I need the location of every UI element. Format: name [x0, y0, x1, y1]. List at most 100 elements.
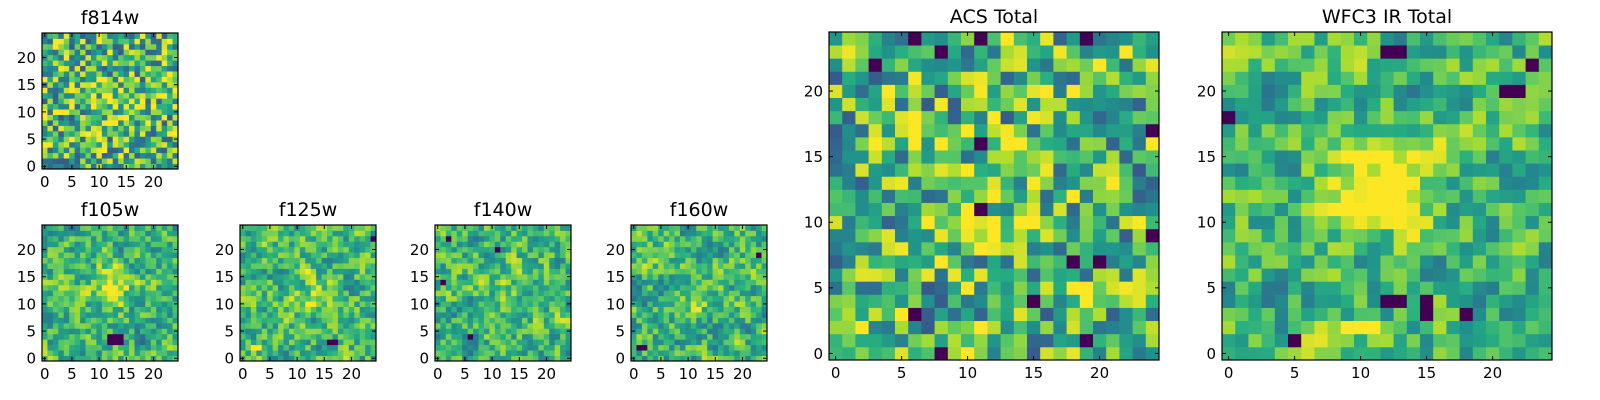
heatmap-cell — [1261, 97, 1276, 112]
heatmap-cell — [707, 246, 713, 253]
heatmap-cell — [707, 295, 713, 302]
heatmap-cell — [145, 290, 152, 297]
heatmap-cell — [288, 268, 295, 275]
heatmap-cell — [107, 322, 114, 329]
heatmap-cell — [1066, 45, 1081, 59]
heatmap-cell — [538, 230, 545, 237]
heatmap-cell — [294, 317, 301, 324]
heatmap-cell — [118, 246, 124, 253]
heatmap-cell — [685, 344, 692, 351]
heatmap-cell — [256, 306, 263, 313]
heatmap-cell — [1079, 268, 1094, 282]
heatmap-cell — [69, 284, 76, 291]
heatmap-cell — [1145, 150, 1160, 164]
heatmap-cell — [283, 284, 290, 291]
heatmap-cell — [348, 241, 355, 248]
heatmap-cell — [129, 114, 135, 121]
heatmap-cell — [250, 301, 257, 307]
heatmap-cell — [278, 241, 284, 248]
heatmap-cell — [96, 130, 103, 137]
heatmap-cell — [1248, 150, 1262, 164]
heatmap-cell — [987, 346, 1001, 361]
heatmap-cell — [1027, 228, 1041, 243]
heatmap-cell — [145, 98, 152, 105]
heatmap-cell — [1459, 320, 1474, 335]
heatmap-cell — [543, 279, 550, 286]
heatmap-cell — [85, 120, 92, 126]
heatmap-cell — [527, 284, 534, 291]
heatmap-cell — [134, 152, 141, 159]
heatmap-cell — [554, 225, 561, 231]
heatmap-cell — [707, 279, 713, 286]
heatmap-cell — [1301, 163, 1315, 177]
heatmap-cell — [565, 312, 572, 318]
heatmap-cell — [156, 279, 163, 286]
heatmap-cell — [947, 97, 962, 112]
heatmap-cell — [631, 350, 637, 356]
heatmap-cell — [1261, 268, 1276, 282]
heatmap-cell — [240, 235, 246, 242]
heatmap-cell — [1235, 97, 1249, 112]
heatmap-cell — [674, 317, 681, 324]
heatmap-cell — [145, 257, 152, 264]
heatmap-cell — [690, 312, 697, 318]
heatmap-cell — [1079, 346, 1094, 361]
heatmap-cell — [1512, 333, 1526, 348]
heatmap-cell — [80, 98, 86, 105]
heatmap-cell — [987, 150, 1001, 164]
heatmap-cell — [283, 230, 290, 237]
heatmap-cell — [139, 306, 146, 313]
heatmap-cell — [881, 32, 896, 46]
heatmap-cell — [756, 355, 762, 362]
heatmap-cell — [167, 76, 173, 83]
heatmap-cell — [456, 263, 463, 269]
heatmap-cell — [881, 215, 896, 230]
heatmap-cell — [370, 312, 377, 318]
heatmap-cell — [1248, 163, 1262, 177]
heatmap-cell — [500, 230, 507, 237]
heatmap-cell — [445, 350, 452, 356]
heatmap-cell — [1538, 255, 1553, 269]
heatmap-cell — [1119, 123, 1133, 138]
heatmap-cell — [881, 202, 896, 217]
heatmap-cell — [107, 268, 114, 275]
panel-title: f160w — [670, 199, 729, 221]
heatmap-cell — [1446, 110, 1460, 125]
heatmap-cell — [987, 320, 1001, 335]
heatmap-cell — [456, 344, 463, 351]
heatmap-cell — [172, 235, 179, 242]
heatmap-cell — [527, 295, 534, 302]
heatmap-cell — [658, 235, 665, 242]
heatmap-cell — [47, 355, 54, 362]
heatmap-cell — [299, 339, 306, 346]
heatmap-cell — [500, 322, 507, 329]
heatmap-cell — [52, 268, 59, 275]
heatmap-cell — [1132, 136, 1147, 151]
heatmap-cell — [895, 320, 909, 335]
heatmap-cell — [161, 306, 168, 313]
heatmap-cell — [85, 103, 92, 110]
heatmap-cell — [456, 290, 463, 297]
heatmap-cell — [145, 284, 152, 291]
heatmap-cell — [829, 228, 843, 243]
heatmap-cell — [636, 279, 643, 286]
heatmap-cell — [1000, 97, 1015, 112]
heatmap-cell — [52, 225, 59, 231]
heatmap-cell — [69, 98, 76, 105]
heatmap-cell — [1340, 163, 1355, 177]
heatmap-cell — [631, 230, 637, 237]
heatmap-cell — [134, 317, 141, 324]
heatmap-cell — [1314, 241, 1328, 256]
heatmap-cell — [69, 230, 76, 237]
heatmap-cell — [1512, 281, 1526, 295]
heatmap-cell — [445, 268, 452, 275]
heatmap-cell — [272, 225, 279, 231]
heatmap-cell — [80, 246, 86, 253]
heatmap-cell — [101, 328, 108, 335]
heatmap-cell — [80, 257, 86, 264]
heatmap-cell — [511, 355, 517, 362]
heatmap-cell — [256, 252, 263, 259]
heatmap-cell — [1314, 136, 1328, 151]
heatmap-cell — [701, 290, 708, 297]
heatmap-cell — [123, 49, 130, 56]
